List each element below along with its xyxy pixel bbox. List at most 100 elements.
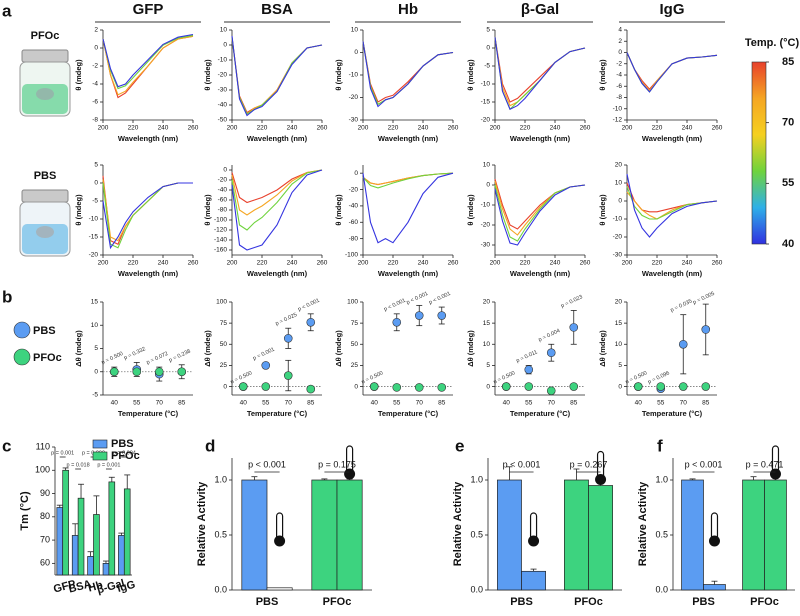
y-tick-label: -160 [214, 247, 227, 254]
panel-label: e [455, 436, 464, 455]
y-tick-label: 0 [223, 42, 227, 49]
cd-curve [231, 37, 323, 115]
legend-label: PFOc [111, 450, 140, 462]
cd-curve [626, 52, 718, 90]
x-tick-label: 55 [525, 400, 533, 407]
data-point [177, 367, 187, 377]
x-tick-label: 200 [358, 125, 369, 132]
x-tick-label: 200 [358, 260, 369, 267]
bar [77, 497, 85, 576]
y-tick-label: -4 [92, 81, 98, 88]
y-tick-label: 20 [615, 162, 623, 169]
data-point [678, 339, 688, 349]
cd-curve [362, 41, 454, 103]
data-point [132, 367, 142, 377]
x-axis-label: Temperature (°C) [247, 409, 308, 418]
p-value: p = 0.332 [123, 346, 146, 361]
y-axis-label: θ (mdeg) [74, 59, 83, 91]
thermo-bulb [595, 474, 607, 485]
data-point [261, 382, 271, 391]
data-point [261, 361, 271, 370]
x-axis-label: Wavelength (nm) [642, 134, 703, 143]
y-axis-label: Δθ (mdeg) [74, 330, 83, 367]
y-tick-label: -8 [616, 94, 622, 101]
data-point [283, 371, 293, 380]
column-title: BSA [261, 1, 293, 18]
x-tick-label: 260 [317, 125, 328, 132]
x-tick-label: 240 [682, 125, 693, 132]
x-tick-label: 220 [520, 260, 531, 267]
y-tick-label: -30 [481, 242, 491, 249]
p-value: p = 0.267 [570, 459, 608, 469]
p-value: p < 0.001 [248, 459, 286, 469]
x-axis-label: Wavelength (nm) [510, 134, 571, 143]
y-axis-label: Δθ (mdeg) [203, 330, 212, 367]
y-tick-label: -15 [481, 99, 491, 106]
colorbar-tick-label: 85 [782, 56, 794, 68]
y-tick-label: 10 [615, 180, 623, 187]
y-tick-label: 0.5 [470, 529, 483, 539]
bar [681, 479, 704, 591]
thermo-bulb [708, 535, 720, 547]
x-tick-label: IgG [116, 579, 137, 595]
cd-curve [362, 172, 454, 244]
p-value: p = 0.175 [318, 459, 356, 469]
x-tick-label: 220 [257, 125, 268, 132]
x-axis-label: Wavelength (nm) [118, 134, 179, 143]
y-tick-label: 25 [220, 362, 228, 369]
y-tick-label: 2 [94, 27, 98, 34]
bar [62, 469, 69, 576]
cd-curve [494, 180, 586, 236]
y-tick-label: -2 [92, 63, 98, 70]
x-tick-label: 260 [188, 260, 199, 267]
y-tick-label: 0.5 [655, 529, 668, 539]
thermometer-icon [708, 512, 720, 547]
data-point [569, 382, 579, 391]
p-value: p = 0.001 [252, 347, 275, 362]
y-tick-label: 20 [483, 299, 491, 306]
y-tick-label: -10 [613, 216, 623, 223]
bar [336, 479, 363, 591]
cd-curve [231, 37, 323, 114]
y-tick-label: 0.0 [214, 584, 227, 594]
row-label: PBS [34, 170, 57, 182]
y-tick-label: 0.0 [470, 584, 483, 594]
y-tick-label: -60 [349, 219, 359, 226]
p-value: p = 0.035 [670, 298, 693, 313]
x-tick-label: 220 [388, 125, 399, 132]
y-axis-label: θ (mdeg) [598, 194, 607, 226]
y-tick-label: -10 [613, 105, 623, 112]
y-tick-label: -60 [218, 197, 228, 204]
y-axis-label: θ (mdeg) [203, 59, 212, 91]
y-tick-label: -20 [481, 222, 491, 229]
pbs-jar [19, 189, 71, 257]
x-axis-label: Wavelength (nm) [510, 269, 571, 278]
x-tick-label: 220 [128, 125, 139, 132]
bar [123, 488, 131, 576]
data-point [656, 382, 666, 391]
y-tick-label: 0.0 [655, 584, 668, 594]
y-tick-label: 20 [615, 299, 623, 306]
cd-curve [362, 41, 454, 108]
y-axis-label: Relative Activity [452, 481, 464, 566]
data-point [369, 382, 379, 391]
bar [56, 507, 64, 576]
y-tick-label: -5 [92, 392, 98, 399]
legend-label: PBS [111, 438, 134, 450]
y-tick-label: 5 [618, 362, 622, 369]
x-tick-label: 240 [550, 125, 561, 132]
y-tick-label: 110 [36, 441, 50, 451]
y-tick-label: 0 [223, 167, 227, 174]
x-tick-label: 200 [490, 260, 501, 267]
data-point [306, 317, 316, 327]
cd-curve [231, 169, 323, 251]
y-tick-label: 15 [91, 299, 99, 306]
cd-curve [102, 33, 194, 88]
p-value: p < 0.001 [406, 291, 429, 306]
x-axis-label: Wavelength (nm) [118, 269, 179, 278]
y-tick-label: 5 [486, 27, 490, 34]
x-tick-label: PFOc [574, 596, 603, 608]
y-tick-label: -10 [481, 202, 491, 209]
y-tick-label: 0 [486, 182, 490, 189]
y-tick-label: -10 [481, 81, 491, 88]
